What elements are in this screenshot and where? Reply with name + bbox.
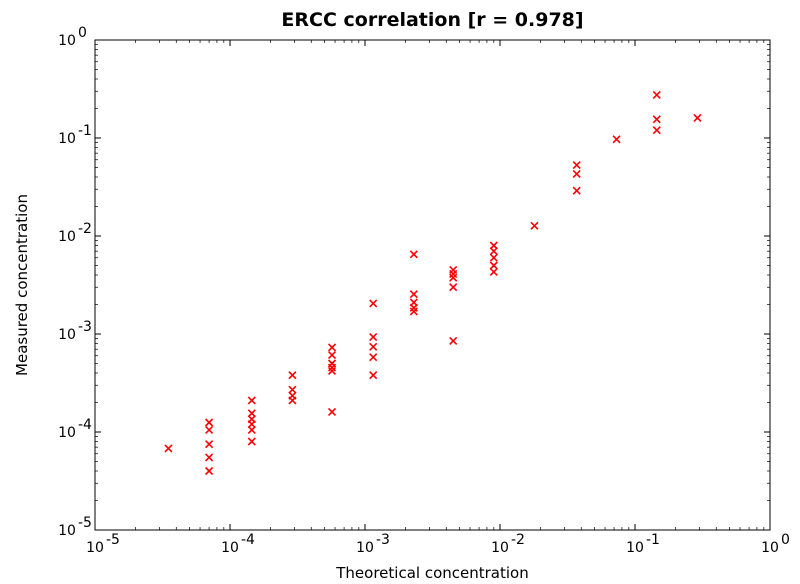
svg-text:10: 10	[58, 229, 76, 245]
x-tick-label: 10-1	[626, 532, 660, 556]
y-tick-label: 10-1	[58, 123, 92, 147]
y-tick-label: 10-4	[58, 417, 92, 441]
y-tick-label: 10-5	[58, 515, 92, 539]
svg-text:-5: -5	[106, 532, 120, 548]
svg-text:10: 10	[58, 425, 76, 441]
svg-text:10: 10	[86, 540, 104, 556]
svg-text:-1: -1	[646, 532, 660, 548]
svg-text:-1: -1	[78, 123, 92, 139]
svg-text:10: 10	[58, 523, 76, 539]
plot-frame	[95, 40, 770, 530]
svg-text:-4: -4	[241, 532, 255, 548]
svg-text:10: 10	[221, 540, 239, 556]
y-tick-label: 10-2	[58, 221, 92, 245]
svg-text:10: 10	[761, 540, 779, 556]
x-tick-label: 10-5	[86, 532, 120, 556]
x-axis-label: Theoretical concentration	[335, 564, 528, 582]
scatter-chart: 10-510-410-310-210-110010-510-410-310-21…	[0, 0, 800, 584]
svg-text:-3: -3	[78, 319, 92, 335]
svg-text:-4: -4	[78, 417, 92, 433]
svg-text:10: 10	[626, 540, 644, 556]
chart-title: ERCC correlation [r = 0.978]	[281, 9, 583, 31]
scatter-points	[165, 91, 701, 474]
x-tick-label: 10-2	[491, 532, 525, 556]
x-tick-label: 10-4	[221, 532, 255, 556]
svg-text:10: 10	[58, 33, 76, 49]
svg-text:-2: -2	[78, 221, 92, 237]
y-tick-label: 100	[58, 25, 87, 49]
x-tick-label: 10-3	[356, 532, 390, 556]
y-tick-label: 10-3	[58, 319, 92, 343]
svg-text:10: 10	[58, 327, 76, 343]
svg-text:-5: -5	[78, 515, 92, 531]
y-axis-label: Measured concentration	[13, 194, 31, 376]
svg-text:-3: -3	[376, 532, 390, 548]
svg-text:10: 10	[356, 540, 374, 556]
svg-text:-2: -2	[511, 532, 525, 548]
svg-text:0: 0	[781, 532, 790, 548]
svg-text:10: 10	[491, 540, 509, 556]
chart-svg: 10-510-410-310-210-110010-510-410-310-21…	[0, 0, 800, 584]
svg-text:10: 10	[58, 131, 76, 147]
x-tick-label: 100	[761, 532, 790, 556]
svg-text:0: 0	[78, 25, 87, 41]
